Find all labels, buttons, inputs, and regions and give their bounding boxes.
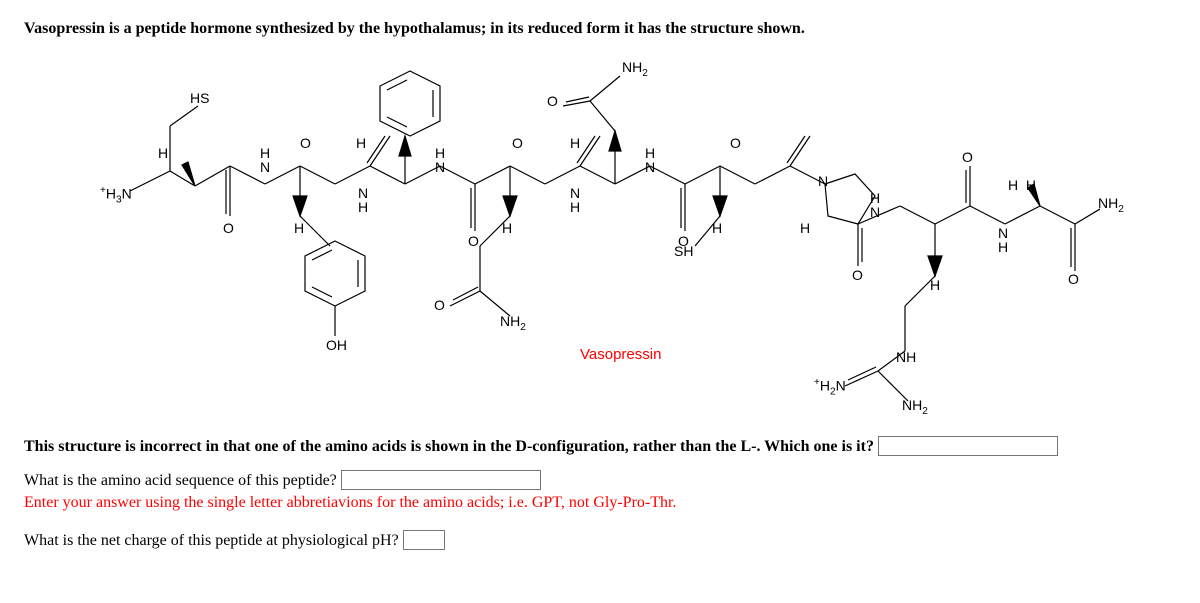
label-o9: O: [1068, 272, 1079, 286]
label-o-asn: O: [547, 94, 558, 108]
label-hn2: HN: [435, 146, 445, 174]
label-h-tyr: H: [294, 221, 304, 235]
molecule-name: Vasopressin: [580, 346, 661, 363]
label-hn4: HN: [870, 191, 880, 219]
label-h3n: +H3N: [100, 186, 132, 206]
label-nh2-arg: NH2: [902, 398, 928, 417]
label-nh-gly: NH: [998, 226, 1008, 254]
label-o1: O: [223, 221, 234, 235]
label-h-pro: H: [800, 221, 810, 235]
question3-row: What is the net charge of this peptide a…: [24, 530, 1176, 550]
label-o6: O: [730, 136, 741, 150]
intro-text: Vasopressin is a peptide hormone synthes…: [24, 20, 1176, 38]
question1-text: This structure is incorrect in that one …: [24, 438, 874, 455]
label-h-asn: H: [570, 136, 580, 150]
label-o7: O: [852, 268, 863, 282]
label-o3: O: [468, 234, 479, 248]
structure-diagram: HS H +H3N O HN H OH O NH H HN O H O NH2 …: [100, 46, 1100, 426]
question3-input[interactable]: [403, 530, 445, 550]
label-h-gln: H: [502, 221, 512, 235]
label-nh-phe: NH: [358, 186, 368, 214]
question2-input[interactable]: [341, 470, 541, 490]
label-sh: SH: [674, 244, 693, 258]
label-hn1: HN: [260, 146, 270, 174]
label-h: H: [158, 146, 168, 160]
label-oh: OH: [326, 338, 347, 352]
label-n-pro: N: [818, 174, 828, 188]
label-nh2-cterm: NH2: [1098, 196, 1124, 215]
label-nh-asn: NH: [570, 186, 580, 214]
question3-text: What is the net charge of this peptide a…: [24, 532, 399, 549]
label-o8: O: [962, 150, 973, 164]
label-nh2-gln: NH2: [500, 314, 526, 333]
label-h-phe: H: [356, 136, 366, 150]
label-nh-arg: NH: [896, 350, 916, 364]
question1-input[interactable]: [878, 436, 1058, 456]
label-h2n-arg: +H2N: [814, 378, 846, 398]
label-nh2-asn: NH2: [622, 60, 648, 79]
question2-text: What is the amino acid sequence of this …: [24, 472, 337, 489]
label-hh-gly: H H: [1008, 178, 1036, 192]
label-o2: O: [300, 136, 311, 150]
question2-instr: Enter your answer using the single lette…: [24, 494, 1176, 512]
label-h-arg: H: [930, 278, 940, 292]
label-o-gln: O: [434, 298, 445, 312]
label-hn3: HN: [645, 146, 655, 174]
question2-row: What is the amino acid sequence of this …: [24, 470, 1176, 490]
question1-row: This structure is incorrect in that one …: [24, 436, 1176, 456]
label-o4: O: [512, 136, 523, 150]
label-hs: HS: [190, 91, 209, 105]
label-h-cys2: H: [712, 221, 722, 235]
